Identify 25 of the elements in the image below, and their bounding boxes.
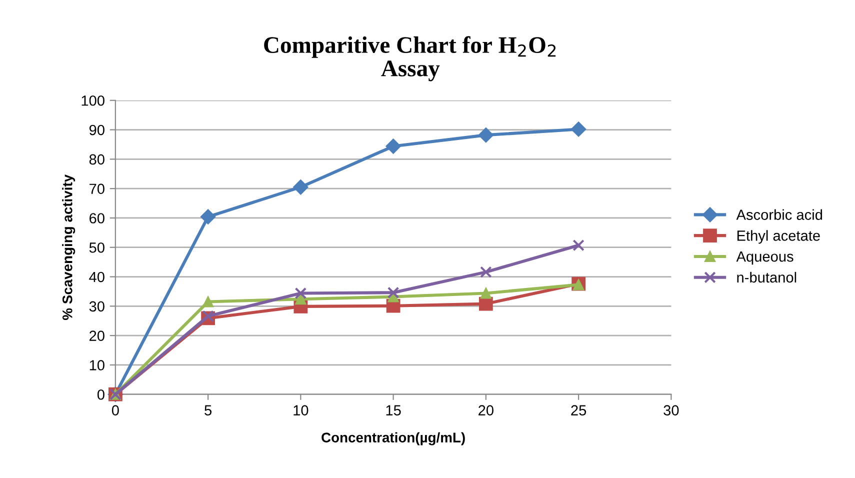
y-tick-label: 30 [89,301,104,312]
y-tick-label: 40 [89,272,104,282]
x-tick-label: 0 [112,405,119,416]
y-tick-label: 60 [90,213,104,224]
y-tick-label: 0 [97,389,104,400]
y-tick-label: 20 [90,330,104,341]
x-tick-label: 10 [294,405,308,416]
y-tick-label: 50 [89,242,104,253]
chart-title: Comparitive Chart for H$_{2}$O$_{2}$ Assay [264,36,556,82]
y-axis-title: % Scavenging activity [62,174,76,320]
y-tick-label: 80 [89,154,104,165]
x-tick-label: 5 [204,405,212,416]
legend-label: Ascorbic acid [736,209,822,220]
x-tick-label: 20 [478,405,494,416]
y-tick-label: 70 [90,184,104,194]
x-tick-label: 30 [664,405,679,416]
x-tick-label: 25 [571,405,586,416]
y-tick-label: 90 [89,124,104,136]
x-axis-title: Concentration(µg/mL) [322,432,465,446]
y-tick-label: 100 [82,95,104,106]
x-tick-label: 15 [386,405,401,416]
legend-label: Ethyl acetate [737,230,820,244]
y-tick-label: 10 [90,360,104,370]
legend-label: n-butanol [737,272,796,283]
legend-label: Aqueous [736,252,794,265]
